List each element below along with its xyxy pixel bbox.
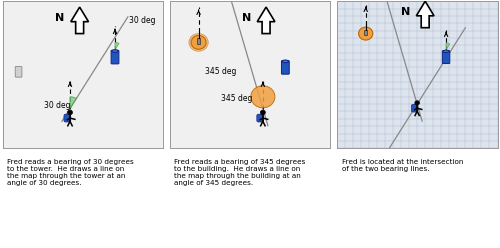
Bar [364,30,367,35]
Polygon shape [416,1,434,28]
Text: 345 deg: 345 deg [221,94,252,103]
Text: 30 deg: 30 deg [44,101,71,110]
Polygon shape [71,7,88,33]
Text: Fred is located at the intersection
of the two bearing lines.: Fred is located at the intersection of t… [342,159,463,172]
Ellipse shape [112,50,118,52]
FancyBboxPatch shape [442,51,450,63]
FancyBboxPatch shape [257,114,264,122]
Circle shape [191,35,206,49]
Text: N: N [400,7,410,17]
Text: N: N [55,13,64,23]
Bar [197,38,200,44]
Wedge shape [70,97,76,109]
Polygon shape [257,7,275,33]
Text: 345 deg: 345 deg [205,67,236,76]
Wedge shape [115,42,119,50]
Ellipse shape [443,50,449,53]
Ellipse shape [282,60,288,63]
FancyBboxPatch shape [15,66,22,77]
Text: Fred reads a bearing of 345 degrees
to the building.  He draws a line on
the map: Fred reads a bearing of 345 degrees to t… [174,159,306,186]
Circle shape [260,110,266,115]
Wedge shape [446,43,450,50]
Text: 30 deg: 30 deg [130,16,156,25]
FancyBboxPatch shape [111,50,119,64]
FancyBboxPatch shape [64,114,70,122]
Circle shape [415,101,420,105]
Text: Fred reads a bearing of 30 degrees
to the tower.  He draws a line on
the map thr: Fred reads a bearing of 30 degrees to th… [8,159,134,186]
FancyBboxPatch shape [412,104,418,112]
Circle shape [358,27,373,40]
Text: N: N [242,13,251,23]
Circle shape [68,110,72,115]
Circle shape [251,86,275,108]
FancyBboxPatch shape [282,61,290,74]
Circle shape [189,33,208,51]
